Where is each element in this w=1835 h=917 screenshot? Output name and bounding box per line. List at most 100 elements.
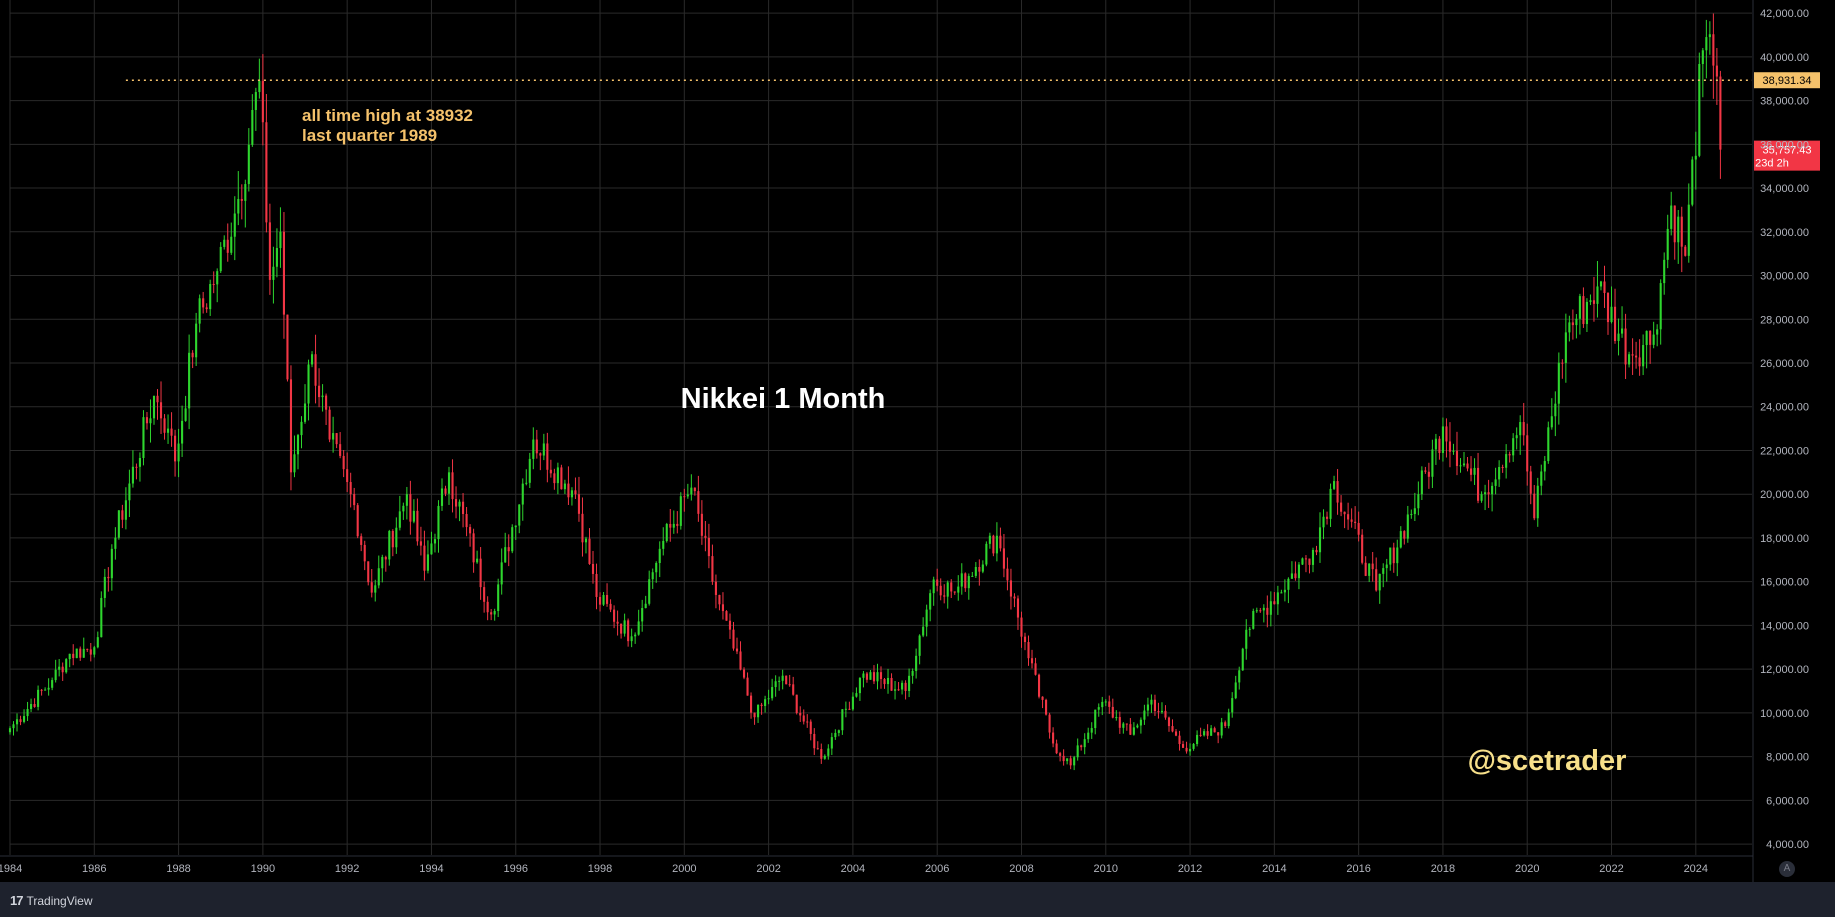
candle-body: [68, 653, 71, 660]
candle-body: [809, 721, 812, 734]
candle-body: [261, 80, 264, 123]
candle-body: [960, 573, 963, 587]
candle-body: [606, 595, 609, 604]
auto-scale-button[interactable]: A: [1779, 861, 1795, 877]
candle-body: [504, 547, 507, 563]
x-tick-label: 1998: [588, 863, 612, 875]
ath-price-tag: [1754, 72, 1820, 89]
candle-body: [788, 684, 791, 686]
candle-body: [721, 604, 725, 612]
candle-body: [1111, 706, 1114, 718]
x-tick-label: 2010: [1094, 863, 1118, 875]
candle-body: [1522, 422, 1525, 436]
y-tick-label: 18,000.00: [1760, 533, 1809, 545]
candle-body: [1638, 357, 1641, 367]
candle-body: [1670, 205, 1673, 229]
candle-body: [669, 523, 672, 528]
candle-body: [1568, 322, 1571, 333]
candle-body: [929, 593, 932, 610]
candle-body: [1642, 345, 1645, 367]
candle-body: [1227, 712, 1230, 726]
candle-body: [1382, 568, 1385, 574]
candle-body: [314, 354, 317, 386]
candle-body: [1160, 710, 1164, 713]
candle-body: [1322, 516, 1325, 528]
candle-body: [665, 523, 668, 541]
candle-body: [212, 284, 215, 286]
x-tick-label: 2002: [756, 863, 780, 875]
candle-body: [1129, 724, 1132, 735]
candle-body: [598, 596, 602, 605]
candle-body: [1459, 465, 1462, 467]
candle-body: [999, 535, 1002, 549]
candle-body: [497, 584, 500, 612]
candle-body: [904, 682, 907, 691]
candle-body: [1396, 547, 1399, 564]
candle-body: [1210, 728, 1213, 736]
candle-body: [1406, 514, 1409, 539]
y-tick-label: 16,000.00: [1760, 577, 1809, 589]
candle-body: [198, 298, 201, 324]
candle-body: [223, 239, 226, 247]
candle-body: [1617, 333, 1620, 341]
candle-body: [567, 483, 570, 498]
y-tick-label: 26,000.00: [1760, 358, 1809, 370]
candle-body: [563, 483, 566, 490]
candle-body: [1424, 470, 1427, 472]
candle-body: [851, 696, 854, 710]
candle-body: [1628, 354, 1631, 365]
candle-body: [542, 443, 545, 456]
candle-body: [1498, 467, 1501, 480]
candle-body: [546, 443, 549, 470]
candle-body: [30, 704, 33, 710]
candle-body: [964, 573, 967, 589]
candle-body: [1501, 467, 1504, 469]
candle-body: [205, 307, 208, 310]
candle-body: [1515, 435, 1518, 439]
candle-body: [679, 496, 682, 526]
candle-body: [486, 601, 489, 613]
candle-body: [346, 469, 349, 483]
candle-body: [1533, 493, 1536, 519]
candle-body: [637, 621, 640, 635]
candle-body: [893, 689, 897, 691]
candle-body: [1610, 306, 1613, 323]
current-price-label: 35,757.43: [1763, 145, 1812, 157]
candle-body: [901, 682, 904, 690]
candle-body: [806, 721, 809, 723]
candle-body: [1030, 658, 1034, 664]
tradingview-logo[interactable]: 17 TradingView: [10, 893, 93, 908]
candle-body: [525, 482, 528, 484]
candle-body: [490, 612, 493, 615]
candle-body: [469, 527, 472, 534]
candle-body: [226, 239, 229, 253]
candle-body: [1684, 246, 1687, 256]
candle-body: [1620, 328, 1624, 334]
candle-body: [1368, 563, 1371, 576]
current-price-tag: [1754, 140, 1820, 171]
candle-body: [630, 636, 633, 642]
candle-body: [1266, 607, 1269, 615]
candle-body: [1115, 717, 1118, 719]
candle-body: [8, 728, 12, 733]
candle-body: [651, 572, 654, 580]
candle-body: [834, 732, 837, 738]
y-tick-label: 12,000.00: [1760, 664, 1809, 676]
footer-bar: 17 TradingView: [0, 882, 1835, 917]
candle-body: [1385, 564, 1388, 569]
candle-body: [15, 719, 19, 725]
candle-body: [728, 620, 732, 630]
candle-body: [19, 719, 22, 722]
candle-body: [767, 698, 770, 700]
candle-body: [1164, 710, 1167, 718]
candle-body: [932, 579, 935, 594]
candle-body: [500, 562, 503, 585]
y-tick-label: 32,000.00: [1760, 227, 1809, 239]
candle-body: [1712, 34, 1715, 66]
candle-body: [848, 708, 851, 710]
candle-body: [981, 564, 984, 572]
candle-body: [244, 184, 247, 201]
candle-body: [377, 568, 380, 586]
candle-body: [40, 689, 43, 691]
candle-body: [1484, 492, 1487, 495]
